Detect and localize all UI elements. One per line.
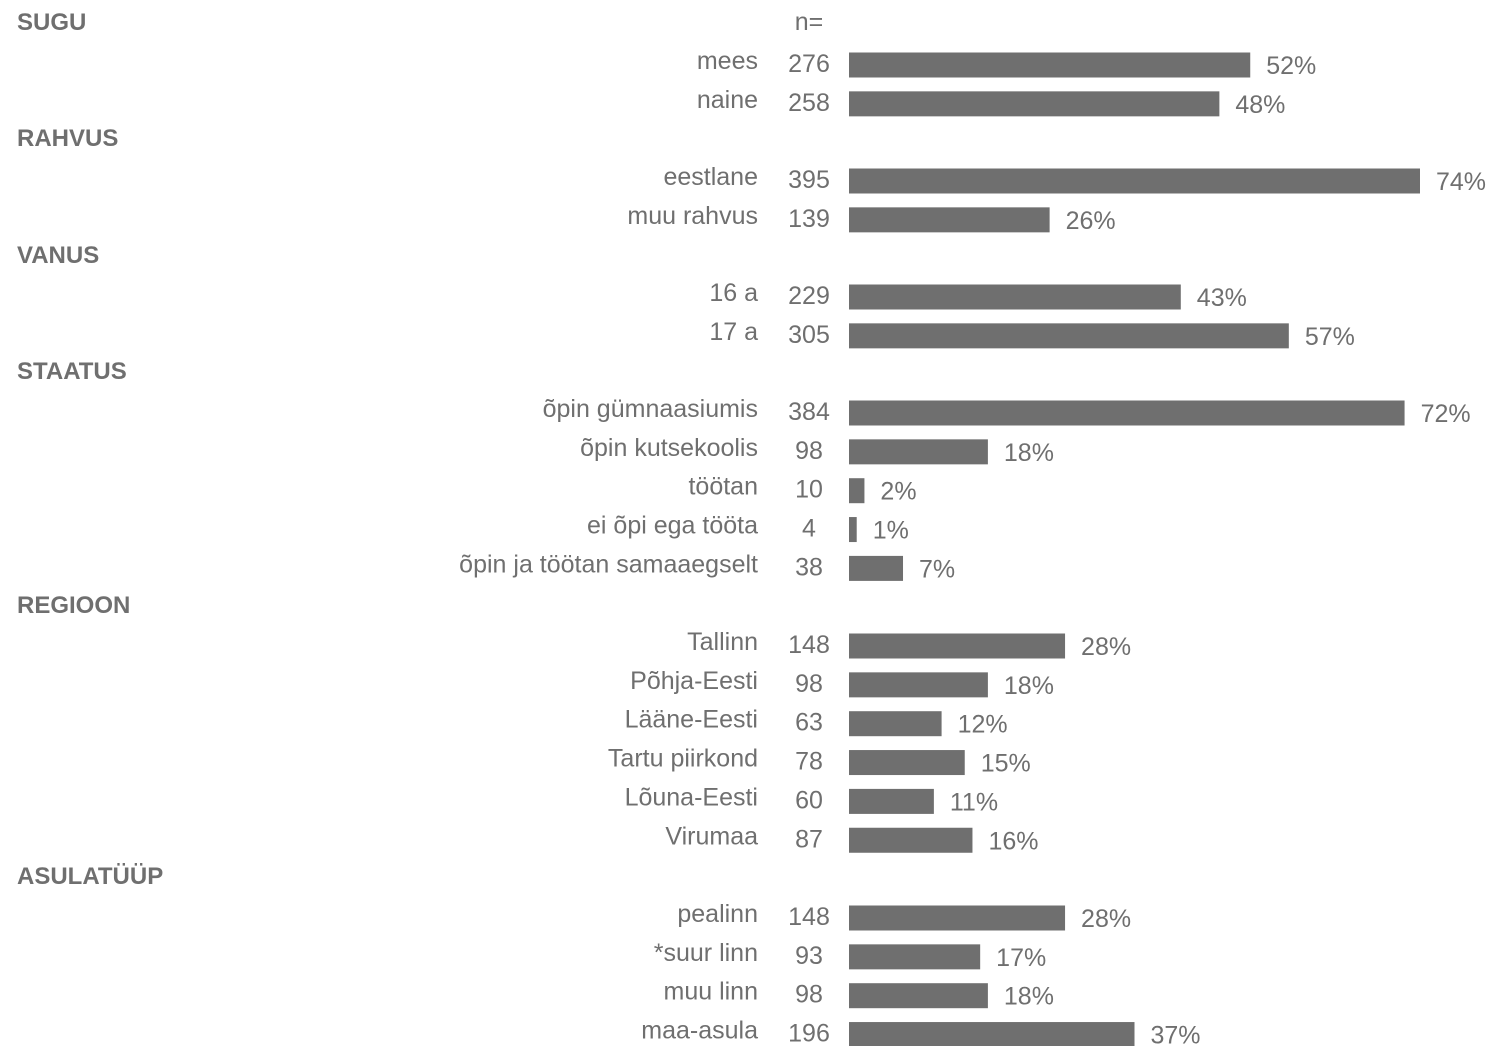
- bar: [849, 1022, 1135, 1046]
- bar: [849, 905, 1066, 931]
- bar: [849, 439, 988, 465]
- bar: [849, 672, 988, 698]
- bar: [849, 555, 904, 581]
- data-label: 57%: [1305, 323, 1355, 351]
- n-value-label: 395: [788, 166, 830, 194]
- n-value-label: 276: [788, 50, 830, 78]
- data-label: 28%: [1081, 633, 1131, 661]
- category-label: mees: [697, 47, 758, 75]
- bar: [849, 983, 988, 1009]
- category-label: Lääne-Eesti: [625, 706, 758, 734]
- bar: [849, 711, 942, 737]
- n-value-label: 196: [788, 1020, 830, 1046]
- category-label: 16 a: [709, 279, 758, 307]
- n-value-label: 60: [795, 786, 823, 814]
- n-value-label: 63: [795, 709, 823, 737]
- category-label: ei õpi ega tööta: [587, 512, 758, 540]
- n-value-label: 10: [795, 476, 823, 504]
- category-label: õpin kutsekoolis: [580, 434, 758, 462]
- bar: [849, 517, 857, 543]
- bar: [849, 400, 1405, 426]
- category-label: muu rahvus: [627, 202, 758, 230]
- data-label: 52%: [1266, 52, 1316, 80]
- data-label: 1%: [873, 517, 909, 545]
- bar: [849, 633, 1066, 659]
- category-label: maa-asula: [641, 1017, 758, 1045]
- data-label: 72%: [1421, 400, 1471, 428]
- group-label: REGIOON: [17, 592, 130, 619]
- n-value-label: 98: [795, 437, 823, 465]
- bar: [849, 168, 1420, 194]
- n-value-label: 148: [788, 903, 830, 931]
- data-label: 28%: [1081, 905, 1131, 933]
- n-value-label: 87: [795, 825, 823, 853]
- bar: [849, 944, 981, 970]
- bar: [849, 91, 1220, 117]
- n-value-label: 258: [788, 89, 830, 117]
- category-label: Virumaa: [665, 822, 758, 850]
- bar: [849, 323, 1289, 349]
- n-value-label: 4: [802, 515, 816, 543]
- data-label: 74%: [1436, 168, 1486, 196]
- category-label: õpin gümnaasiumis: [543, 395, 758, 423]
- data-label: 26%: [1066, 207, 1116, 235]
- category-label: pealinn: [677, 900, 758, 928]
- bar: [849, 827, 973, 853]
- category-label: töötan: [688, 473, 758, 501]
- category-label: Tallinn: [687, 628, 758, 656]
- data-label: 16%: [988, 827, 1038, 855]
- n-value-label: 229: [788, 282, 830, 310]
- group-label: VANUS: [17, 242, 99, 269]
- n-value-label: 384: [788, 398, 830, 426]
- bar: [849, 788, 934, 814]
- group-label: ASULATÜÜP: [17, 863, 163, 890]
- category-label: eestlane: [663, 163, 758, 191]
- group-label: SUGU: [17, 9, 86, 36]
- category-label: Tartu piirkond: [608, 745, 758, 773]
- category-label: muu linn: [664, 978, 759, 1006]
- category-label: Lõuna-Eesti: [625, 783, 758, 811]
- n-header: n=: [795, 8, 824, 36]
- n-value-label: 148: [788, 631, 830, 659]
- data-label: 18%: [1004, 439, 1054, 467]
- n-value-label: 305: [788, 321, 830, 349]
- data-label: 43%: [1197, 284, 1247, 312]
- data-label: 17%: [996, 944, 1046, 972]
- category-label: *suur linn: [654, 939, 758, 967]
- data-label: 2%: [880, 478, 916, 506]
- bar: [849, 284, 1181, 310]
- data-label: 18%: [1004, 672, 1054, 700]
- n-value-label: 78: [795, 748, 823, 776]
- group-label: STAATUS: [17, 358, 127, 385]
- bar: [849, 750, 965, 776]
- n-value-label: 93: [795, 942, 823, 970]
- data-label: 12%: [958, 711, 1008, 739]
- n-value-label: 38: [795, 553, 823, 581]
- data-label: 7%: [919, 555, 955, 583]
- category-label: naine: [697, 86, 758, 114]
- n-value-label: 98: [795, 981, 823, 1009]
- plot-area: SUGU mees 276 52% naine 258 48% RAHVUS eestlane 3…: [17, 9, 1486, 1046]
- data-label: 37%: [1151, 1022, 1201, 1046]
- n-value-label: 98: [795, 670, 823, 698]
- bar: [849, 52, 1251, 78]
- bar: [849, 207, 1050, 233]
- n-value-label: 139: [788, 205, 830, 233]
- bar: [849, 478, 865, 504]
- category-label: 17 a: [709, 318, 758, 346]
- group-label: RAHVUS: [17, 125, 118, 152]
- data-label: 15%: [981, 750, 1031, 778]
- category-label: õpin ja töötan samaaegselt: [459, 550, 758, 578]
- data-label: 11%: [950, 788, 998, 816]
- data-label: 48%: [1235, 91, 1285, 119]
- category-label: Põhja-Eesti: [630, 667, 758, 695]
- data-label: 18%: [1004, 983, 1054, 1011]
